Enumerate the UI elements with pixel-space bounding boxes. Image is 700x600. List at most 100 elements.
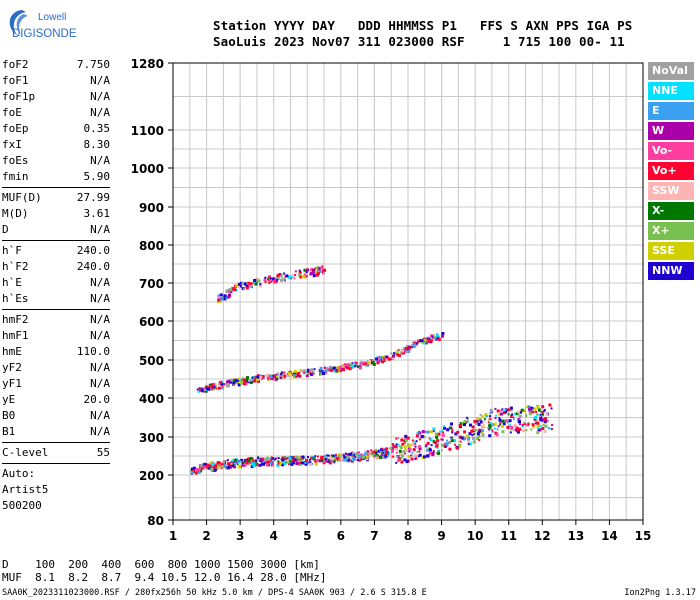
echo-point <box>207 466 211 470</box>
echo-point <box>316 270 320 274</box>
echo-point <box>443 442 446 445</box>
echo-point <box>244 464 247 467</box>
echo-point <box>435 444 439 448</box>
echo-point <box>432 450 435 452</box>
echo-point <box>444 445 447 448</box>
echo-point <box>368 359 372 363</box>
echo-point <box>437 337 441 341</box>
echo-point <box>499 412 503 416</box>
echo-point <box>250 465 254 469</box>
echo-point <box>254 462 257 465</box>
echo-point <box>331 454 334 457</box>
echo-point <box>415 457 418 460</box>
x-tick-label: 6 <box>337 529 345 543</box>
echo-point <box>311 462 314 465</box>
echo-point <box>391 356 395 360</box>
echo-point <box>411 451 414 454</box>
echo-point <box>220 465 223 468</box>
echo-point <box>528 407 532 411</box>
echo-point <box>360 362 364 366</box>
echo-point <box>325 454 328 457</box>
echo-point <box>492 423 496 427</box>
echo-point <box>305 374 309 378</box>
echo-point <box>285 457 288 460</box>
echo-point <box>372 450 376 454</box>
echo-point <box>263 278 267 282</box>
echo-point <box>256 279 259 282</box>
param-name: hmE <box>2 345 22 358</box>
echo-point <box>242 378 246 382</box>
param-value: N/A <box>90 223 110 236</box>
echo-point <box>392 444 395 447</box>
echo-point <box>199 469 203 473</box>
echo-point <box>468 442 472 446</box>
echo-point <box>399 446 403 450</box>
echo-point <box>293 375 296 378</box>
echo-point <box>226 383 230 387</box>
echo-point <box>476 417 480 421</box>
legend-item: SSW <box>648 182 694 200</box>
param-name: h`E <box>2 276 22 289</box>
echo-point <box>291 459 295 463</box>
echo-point <box>460 436 464 440</box>
echo-point <box>404 447 407 450</box>
param-name: foEp <box>2 122 29 135</box>
echo-point <box>274 458 277 461</box>
echo-point <box>249 282 253 286</box>
echo-point <box>249 381 253 385</box>
echo-point <box>221 385 224 388</box>
param-name: C-level <box>2 446 49 459</box>
echo-point <box>280 278 283 282</box>
echo-point <box>276 373 280 377</box>
x-tick-label: 5 <box>303 529 311 543</box>
echo-point <box>329 368 333 372</box>
echo-point <box>450 439 454 443</box>
echo-point <box>227 295 231 299</box>
echo-point <box>523 421 526 424</box>
param-value: 110.0 <box>76 345 110 358</box>
echo-point <box>264 281 267 283</box>
echo-point <box>286 459 289 462</box>
echo-point <box>268 460 271 463</box>
echo-point <box>401 454 404 458</box>
echo-point <box>314 455 317 458</box>
echo-point <box>364 361 366 364</box>
echo-point <box>298 269 301 272</box>
echo-point <box>510 428 513 431</box>
echo-point <box>498 418 502 422</box>
echo-point <box>350 454 353 457</box>
echo-point <box>356 458 359 461</box>
echo-point <box>252 463 256 467</box>
echo-point <box>212 385 216 389</box>
echo-point <box>249 457 253 460</box>
echo-point <box>384 454 388 458</box>
echo-point <box>219 462 222 465</box>
echo-point <box>283 461 287 465</box>
echo-point <box>551 423 554 426</box>
echo-point <box>217 298 221 302</box>
echo-point <box>280 276 283 279</box>
echo-point <box>348 363 351 366</box>
echo-point <box>402 439 405 442</box>
echo-point <box>351 456 355 460</box>
echo-point <box>515 412 519 416</box>
chart-axes <box>168 62 644 525</box>
echo-point <box>192 469 196 473</box>
echo-point <box>256 375 260 379</box>
echo-point <box>230 466 233 469</box>
echo-point <box>418 438 421 441</box>
echo-point <box>510 415 514 418</box>
echo-point <box>338 459 340 462</box>
echo-point <box>396 458 400 462</box>
echo-point <box>415 434 419 438</box>
x-tick-label: 3 <box>236 529 244 543</box>
echo-point <box>319 372 323 376</box>
echo-point <box>374 451 378 454</box>
echo-point <box>403 452 406 455</box>
param-value: 5.90 <box>83 170 111 183</box>
echo-point <box>451 430 454 433</box>
echo-point <box>292 456 296 459</box>
echo-point <box>487 418 490 421</box>
echo-point <box>293 369 297 373</box>
echo-point <box>286 460 290 464</box>
